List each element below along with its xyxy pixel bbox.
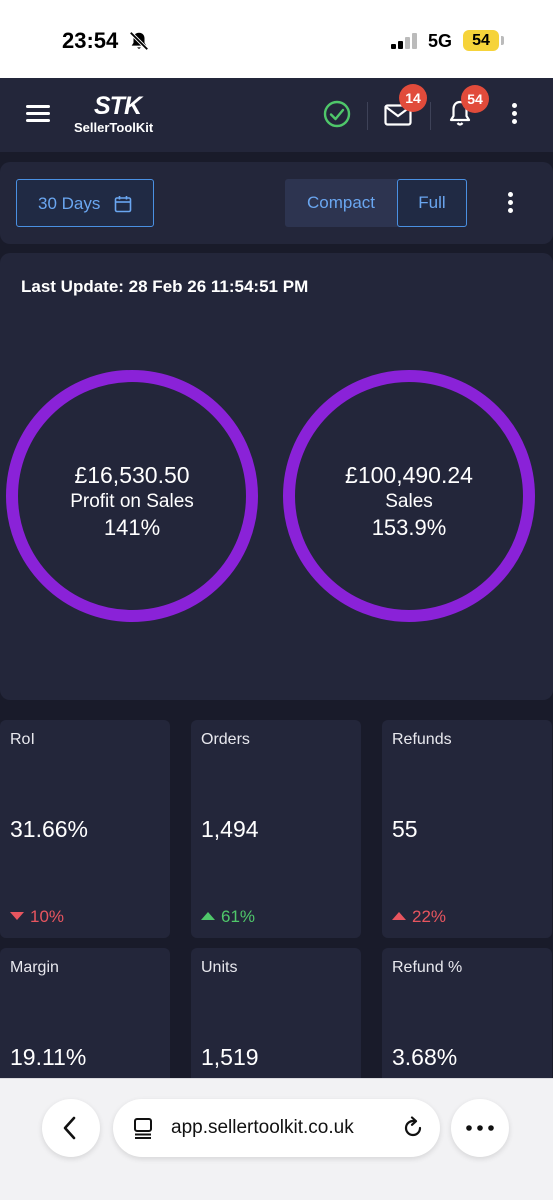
- metric-value: 1,494: [201, 816, 259, 842]
- metric-change: 22%: [392, 907, 446, 927]
- check-circle-icon[interactable]: [323, 100, 351, 128]
- sales-percent: 153.9%: [371, 515, 447, 540]
- metric-title: Orders: [201, 731, 250, 748]
- metric-value: 19.11%: [10, 1044, 87, 1070]
- metric-title: Refunds: [392, 731, 452, 748]
- metric-tile-orders[interactable]: Orders 1,494 61%: [191, 720, 361, 938]
- app-header: STK SellerToolKit 14 54: [0, 78, 553, 152]
- header-divider: [430, 102, 431, 130]
- compact-view-button[interactable]: Compact: [285, 179, 397, 227]
- ellipsis-icon: [466, 1125, 494, 1131]
- metric-tile-units[interactable]: Units 1,519: [191, 948, 361, 1078]
- menu-icon[interactable]: [26, 105, 50, 123]
- metric-tile-refunds[interactable]: Refunds 55 22%: [382, 720, 552, 938]
- reload-icon[interactable]: [401, 1116, 425, 1140]
- sales-ring: £100,490.24 Sales 153.9%: [283, 370, 535, 622]
- profit-label: Profit on Sales: [70, 491, 194, 512]
- triangle-up-icon: [392, 912, 406, 920]
- logo-mark: STK: [94, 92, 142, 120]
- metric-change: 61%: [201, 907, 255, 927]
- logo-text: SellerToolKit: [74, 120, 154, 135]
- metric-value: 31.66%: [10, 816, 89, 842]
- browser-toolbar: app.sellertoolkit.co.uk: [0, 1078, 553, 1200]
- last-update: Last Update: 28 Feb 26 11:54:51 PM: [21, 277, 309, 296]
- metric-title: Refund %: [392, 959, 463, 976]
- battery-icon: 54: [463, 30, 499, 51]
- notification-badge: 54: [461, 85, 489, 113]
- date-range-label: 30 Days: [38, 194, 101, 213]
- date-range-button[interactable]: 30 Days: [16, 179, 154, 227]
- logo[interactable]: STK SellerToolKit: [74, 92, 164, 138]
- profit-percent: 141%: [103, 515, 161, 540]
- sales-value: £100,490.24: [345, 462, 473, 488]
- view-toggle: Compact Full: [285, 179, 467, 227]
- summary-panel: Last Update: 28 Feb 26 11:54:51 PM £16,5…: [0, 253, 553, 700]
- network-type: 5G: [428, 31, 453, 51]
- app-window: STK SellerToolKit 14 54 30 Days: [0, 78, 553, 1078]
- sales-label: Sales: [385, 491, 433, 512]
- profit-ring: £16,530.50 Profit on Sales 141%: [6, 370, 258, 622]
- more-vertical-icon[interactable]: [512, 103, 518, 125]
- bell-off-icon: [129, 31, 149, 51]
- triangle-up-icon: [201, 912, 215, 920]
- metric-change: 10%: [10, 907, 64, 927]
- profit-value: £16,530.50: [74, 462, 190, 488]
- metric-title: Units: [201, 959, 238, 976]
- url-text: app.sellertoolkit.co.uk: [171, 1117, 354, 1138]
- metric-tile-roi[interactable]: RoI 31.66% 10%: [0, 720, 170, 938]
- chevron-left-icon: [63, 1116, 76, 1140]
- battery-nub: [501, 36, 504, 45]
- full-view-button[interactable]: Full: [397, 179, 467, 227]
- header-divider: [367, 102, 368, 130]
- metric-value: 3.68%: [392, 1044, 458, 1070]
- more-options-button[interactable]: [451, 1099, 509, 1157]
- more-vertical-icon[interactable]: [508, 192, 514, 214]
- metric-value: 55: [392, 816, 418, 842]
- status-time: 23:54: [62, 28, 119, 53]
- mail-badge: 14: [399, 84, 427, 112]
- triangle-down-icon: [10, 912, 24, 920]
- page-menu-icon[interactable]: [133, 1117, 155, 1139]
- metric-value: 1,519: [201, 1044, 259, 1070]
- calendar-icon: [114, 196, 132, 213]
- status-bar: 23:54 5G 54: [0, 0, 553, 78]
- metric-title: Margin: [10, 959, 59, 976]
- back-button[interactable]: [42, 1099, 100, 1157]
- signal-icon: [391, 33, 419, 49]
- metric-title: RoI: [10, 731, 35, 748]
- metric-tile-refund-percent[interactable]: Refund % 3.68%: [382, 948, 552, 1078]
- address-bar[interactable]: app.sellertoolkit.co.uk: [113, 1099, 440, 1157]
- metric-tile-margin[interactable]: Margin 19.11%: [0, 948, 170, 1078]
- filter-toolbar: 30 Days Compact Full: [0, 162, 553, 244]
